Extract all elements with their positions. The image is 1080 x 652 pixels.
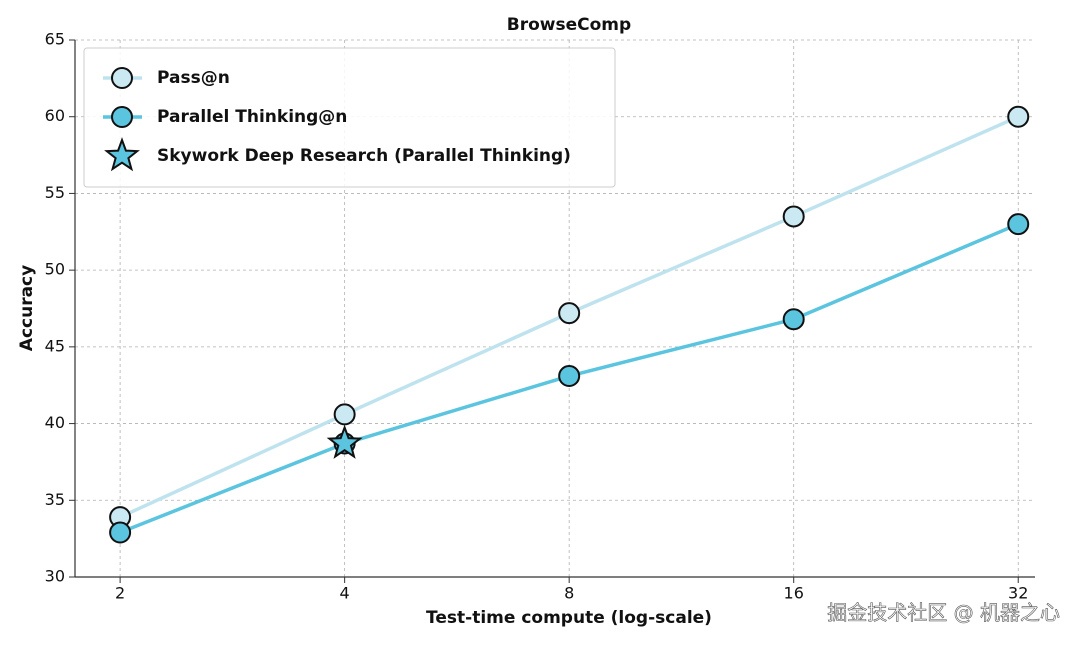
- y-tick-label: 50: [45, 260, 65, 279]
- y-tick-label: 60: [45, 106, 65, 125]
- point: [558, 302, 581, 325]
- x-axis-label: Test-time compute (log-scale): [426, 608, 712, 628]
- x-tick-label: 32: [1008, 584, 1028, 603]
- point: [782, 205, 805, 228]
- legend-label: Skywork Deep Research (Parallel Thinking…: [157, 146, 571, 166]
- x-tick-label: 2: [115, 584, 125, 603]
- watermark: 掘金技术社区 @ 机器之心: [827, 601, 1060, 625]
- chart-title: BrowseComp: [507, 15, 631, 35]
- point: [1007, 105, 1030, 128]
- x-tick-label: 4: [340, 584, 350, 603]
- plot-area: 30 35 40 45 50 55 60 65 2 4 8 16 32 Pass@n Parallel Th…: [45, 30, 1035, 603]
- y-tick-label: 45: [45, 336, 65, 355]
- legend-label: Parallel Thinking@n: [157, 107, 347, 127]
- star-marker: [326, 424, 363, 459]
- point: [333, 403, 356, 426]
- point: [111, 106, 133, 128]
- y-tick-label: 65: [45, 30, 65, 49]
- legend-label: Pass@n: [157, 68, 230, 88]
- y-axis-label: Accuracy: [17, 265, 37, 351]
- legend: Pass@n Parallel Thinking@n Skywork Deep Re…: [83, 47, 616, 188]
- point: [111, 67, 133, 89]
- point: [782, 308, 805, 331]
- y-tick-label: 35: [45, 490, 65, 509]
- x-tick-label: 16: [784, 584, 804, 603]
- x-tick-label: 8: [564, 584, 574, 603]
- legend-box: [83, 47, 616, 188]
- point: [109, 521, 132, 544]
- point: [1007, 213, 1030, 236]
- y-tick-label: 30: [45, 567, 65, 586]
- point: [558, 365, 581, 388]
- y-tick-label: 40: [45, 413, 65, 432]
- y-tick-label: 55: [45, 183, 65, 202]
- star-marker: [104, 137, 140, 172]
